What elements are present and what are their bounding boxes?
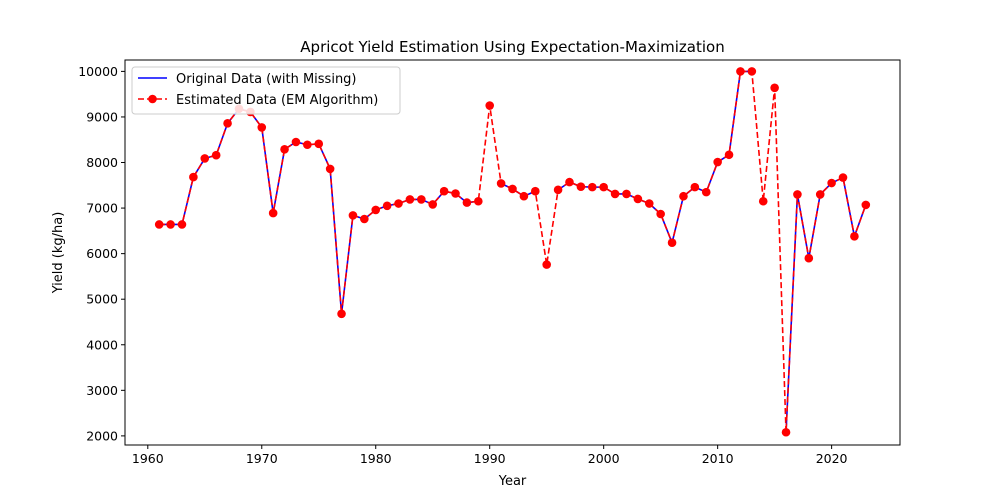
legend-label-estimated: Estimated Data (EM Algorithm) [176,93,378,108]
estimated-point [382,201,392,211]
series-original-line [785,176,867,433]
estimated-point [758,196,768,206]
estimated-point [348,211,358,220]
estimated-point [827,178,836,188]
legend-box [131,66,401,115]
estimated-point [838,173,848,182]
y-tick-label: 9000 [86,109,118,124]
estimated-point [211,150,221,160]
estimated-point [599,182,608,192]
estimated-point [394,199,403,208]
axis-ticks: 1960 1970 1980 1990 2000 2010 2020 2000 3000 4000… [78,64,847,466]
estimated-point [496,179,506,188]
y-tick-label: 8000 [86,155,118,170]
estimated-point [200,154,210,163]
estimated-point [553,185,563,195]
x-tick-label: 1980 [360,451,392,466]
estimated-point [542,260,551,269]
estimated-point [747,67,757,76]
estimated-point [462,198,472,207]
x-tick-label: 1960 [132,451,164,466]
estimated-point [314,139,324,149]
estimated-point [337,309,346,319]
estimated-point [405,195,415,204]
y-tick-label: 3000 [86,383,118,398]
estimated-point [166,220,175,229]
estimated-point [770,83,779,93]
estimated-point [633,194,643,204]
legend: Original Data (with Missing) Estimated D… [131,66,401,115]
x-tick-label: 1990 [474,451,506,466]
estimated-point [587,182,597,192]
estimated-point [325,164,335,174]
estimated-point [519,191,529,201]
estimated-point [417,195,426,204]
estimated-point [280,145,289,154]
y-tick-label: 7000 [86,201,118,216]
estimated-point [189,172,198,182]
plot-series [154,67,871,437]
series-original-line [159,107,479,314]
estimated-point [177,220,187,229]
estimated-point [622,189,631,199]
legend-marker-estimated [148,94,157,104]
estimated-point [793,190,802,199]
legend-label-original: Original Data (with Missing) [176,72,357,87]
estimated-point [565,177,574,187]
estimated-point [223,119,232,128]
estimated-point [724,150,734,160]
x-tick-label: 2020 [816,451,848,466]
x-tick-label: 2010 [702,451,734,466]
y-axis-label: Yield (kg/ha) [51,212,66,295]
estimated-point [701,187,711,197]
y-tick-label: 4000 [86,337,118,352]
estimated-point [257,123,267,132]
plot-frame [124,59,901,446]
series-original-line [557,70,752,246]
estimated-point [736,67,745,76]
x-tick-label: 2000 [588,451,620,466]
estimated-point [154,220,164,229]
estimated-point [815,190,825,199]
estimated-point [861,200,871,210]
estimated-point [268,208,278,218]
estimated-point [360,214,369,224]
estimated-point [656,209,665,219]
estimated-point [610,189,620,199]
estimated-point [508,184,517,194]
chart-title: Apricot Yield Estimation Using Expectati… [300,38,724,56]
estimated-point [644,199,654,208]
estimated-point [428,200,438,209]
x-axis-label: Year [498,474,527,489]
series-original-line [500,182,536,198]
estimated-point [371,205,381,215]
estimated-point [439,186,449,196]
y-tick-label: 6000 [86,246,118,261]
estimated-point [530,186,540,196]
estimated-point [850,232,859,241]
estimated-point [690,182,700,192]
y-tick-label: 2000 [86,428,118,443]
estimated-point [451,189,460,198]
y-tick-label: 5000 [86,292,118,307]
x-tick-label: 1970 [246,451,278,466]
estimated-point [291,137,301,147]
y-tick-label: 10000 [78,64,118,79]
estimated-point [485,101,495,110]
estimated-point [303,140,312,150]
estimated-point [804,253,814,263]
estimated-point [667,238,677,248]
estimated-point [474,196,483,206]
estimated-point [781,427,791,437]
estimated-point [679,191,688,201]
estimated-point [576,182,586,191]
estimated-point [713,157,722,167]
